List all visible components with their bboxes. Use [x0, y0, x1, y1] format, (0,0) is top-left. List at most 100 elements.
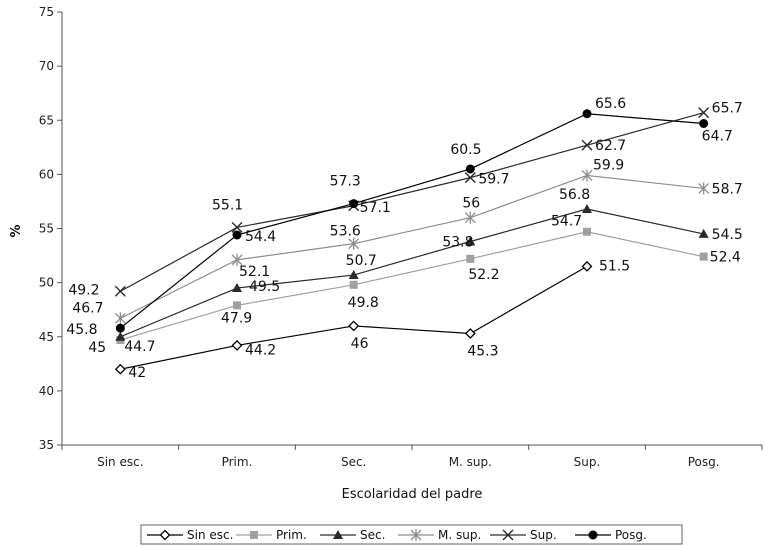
data-label: 65.7 — [712, 101, 743, 117]
data-label: 44.2 — [245, 342, 276, 358]
legend-label: Sup. — [530, 528, 557, 542]
data-label: 42 — [128, 365, 146, 381]
data-point — [582, 204, 592, 214]
data-point — [232, 230, 242, 240]
legend-label: Sec. — [360, 528, 385, 542]
data-point — [583, 227, 591, 236]
data-label: 58.7 — [712, 181, 743, 197]
legend-label: Posg. — [615, 528, 647, 542]
y-tick-label: 55 — [39, 222, 54, 236]
data-label: 64.7 — [702, 128, 733, 144]
data-point — [698, 107, 710, 119]
data-label: 54.7 — [551, 214, 582, 230]
data-label: 57.1 — [360, 200, 391, 216]
y-axis-ticks: 35 40 45 50 55 60 65 70 75 — [39, 5, 62, 452]
legend-label: Sin esc. — [187, 528, 233, 542]
data-point — [699, 252, 708, 261]
y-tick-label: 50 — [39, 276, 54, 290]
y-tick-label: 35 — [39, 438, 54, 452]
data-label: 52.1 — [239, 264, 270, 280]
legend-label: Prim. — [276, 528, 307, 542]
data-point — [349, 280, 358, 289]
data-label: 54.5 — [712, 227, 743, 243]
data-point — [581, 169, 593, 182]
data-point — [348, 237, 360, 250]
data-point — [348, 270, 359, 280]
data-label: 49.8 — [348, 295, 379, 311]
legend-marker — [410, 529, 422, 541]
series-line-5 — [119, 113, 704, 329]
data-point — [699, 118, 709, 128]
data-label: 57.3 — [330, 174, 361, 190]
legend-label: M. sup. — [438, 528, 481, 542]
data-label: 46.7 — [72, 300, 103, 316]
legend-marker — [502, 529, 514, 541]
data-point — [698, 182, 710, 195]
data-point — [465, 236, 476, 246]
series-line-1 — [120, 231, 704, 341]
y-tick-label: 70 — [39, 59, 54, 73]
x-tick-label: Sec. — [341, 455, 366, 469]
legend-marker — [333, 530, 343, 539]
data-label: 60.5 — [450, 142, 481, 158]
y-tick-label: 40 — [39, 384, 54, 398]
data-point — [115, 323, 125, 333]
series-lines — [119, 112, 704, 370]
data-point — [348, 320, 360, 332]
legend-marker — [588, 530, 598, 540]
y-tick-label: 45 — [39, 330, 54, 344]
data-point — [114, 312, 126, 325]
data-label: 56 — [462, 196, 480, 212]
series-line-2 — [120, 208, 704, 338]
data-label: 52.2 — [468, 267, 499, 283]
data-label: 53.6 — [330, 224, 361, 240]
data-label: 54.4 — [245, 229, 276, 245]
data-label: 47.9 — [221, 310, 252, 326]
x-tick-label: Posg. — [688, 455, 720, 469]
data-label: 56.8 — [559, 187, 590, 203]
data-label: 55.1 — [212, 197, 243, 213]
data-point — [114, 285, 126, 297]
y-tick-label: 65 — [39, 113, 54, 127]
data-labels: 42 44.2 46 45.3 51.5 44.7 47.9 49.8 52.2 54.7 52.4… — [66, 96, 743, 381]
data-point — [581, 260, 593, 272]
data-point — [231, 221, 243, 233]
data-label: 49.2 — [68, 282, 99, 298]
data-label: 50.7 — [346, 253, 377, 269]
data-point — [114, 363, 126, 375]
data-label: 62.7 — [595, 138, 626, 154]
y-tick-label: 60 — [39, 167, 54, 181]
x-tick-label: Sin esc. — [97, 455, 143, 469]
x-axis-title: Escolaridad del padre — [342, 487, 483, 502]
legend-marker — [159, 529, 171, 541]
y-axis-title: % — [9, 224, 24, 237]
data-point — [464, 172, 476, 184]
legend: Sin esc. Prim. Sec. M. sup. Sup. Posg. — [140, 524, 683, 545]
axes — [61, 12, 762, 446]
data-label: 53.8 — [442, 234, 473, 250]
data-label: 45 — [88, 340, 106, 356]
data-point — [582, 109, 592, 119]
data-label: 51.5 — [599, 258, 630, 274]
data-point — [349, 199, 359, 209]
data-point — [231, 339, 243, 351]
series-line-3 — [120, 174, 704, 319]
series-markers — [114, 107, 710, 375]
data-point — [698, 228, 709, 238]
data-point — [233, 301, 241, 310]
data-point — [231, 253, 243, 266]
x-tick-label: Sup. — [574, 455, 601, 469]
data-point — [464, 211, 476, 224]
data-label: 49.5 — [249, 279, 280, 295]
data-label: 45.3 — [467, 344, 498, 360]
data-label: 45.8 — [66, 322, 97, 338]
x-axis-ticks: Sin esc. Prim. Sec. M. sup. Sup. Posg. — [61, 445, 763, 469]
data-label: 44.7 — [124, 339, 155, 355]
x-tick-label: Prim. — [222, 455, 253, 469]
data-point — [232, 283, 242, 293]
data-point — [465, 164, 475, 174]
data-point — [581, 139, 593, 151]
series-line-4 — [120, 112, 704, 292]
data-point — [115, 331, 126, 341]
